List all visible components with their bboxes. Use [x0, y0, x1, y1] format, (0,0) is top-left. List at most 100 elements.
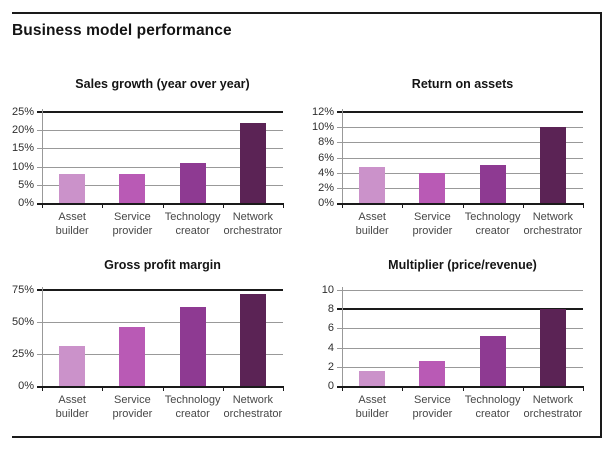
- y-tick-label: 25%: [11, 106, 34, 118]
- x-axis-tick: [402, 386, 403, 391]
- x-axis-multiplier: [337, 386, 583, 388]
- gridline-gross-profit-margin-75: [37, 289, 283, 291]
- y-axis-sales-growth: [42, 109, 43, 203]
- gridline-sales-growth-25: [37, 111, 283, 113]
- chart-title-return-on-assets: Return on assets: [411, 77, 514, 91]
- x-category-label: Service provider: [87, 211, 177, 238]
- x-category-label: Technology creator: [148, 211, 238, 238]
- x-category-label: Technology creator: [448, 211, 538, 238]
- y-tick-label: 20%: [11, 124, 34, 136]
- x-category-label: Network orchestrator: [508, 394, 598, 421]
- x-axis-tick: [102, 203, 103, 208]
- x-category-line: Service: [414, 394, 451, 406]
- bar-return-on-assets-3: [539, 127, 566, 203]
- x-axis-tick: [163, 386, 164, 391]
- y-tick-label: 2%: [318, 182, 334, 194]
- x-axis-tick: [342, 203, 343, 208]
- x-axis-tick: [163, 203, 164, 208]
- gridline-return-on-assets-2: [337, 187, 583, 189]
- x-category-line: Technology: [464, 394, 521, 406]
- x-category-line: builder: [355, 224, 389, 237]
- y-tick-label: 10: [321, 284, 334, 296]
- x-category-line: Service: [414, 211, 451, 223]
- gridline-gross-profit-margin-50: [37, 322, 283, 323]
- y-tick-label: 0%: [18, 380, 34, 392]
- bar-return-on-assets-2: [479, 165, 506, 203]
- gridline-return-on-assets-4: [337, 172, 583, 174]
- x-category-line: orchestrator: [223, 407, 283, 420]
- x-axis-tick: [42, 386, 43, 391]
- bar-gross-profit-margin-1: [119, 327, 146, 386]
- y-tick-label: 0%: [318, 197, 334, 209]
- bar-gross-profit-margin-0: [59, 346, 86, 386]
- x-category-line: provider: [112, 407, 153, 420]
- y-tick-label: 6%: [318, 152, 334, 164]
- gridline-multiplier-4: [337, 347, 583, 349]
- x-axis-tick: [42, 203, 43, 208]
- x-category-line: builder: [55, 224, 89, 237]
- y-tick-label: 0: [327, 380, 334, 392]
- x-category-line: Network: [532, 211, 574, 223]
- chart-title-gross-profit-margin: Gross profit margin: [104, 258, 221, 272]
- x-category-label: Network orchestrator: [208, 394, 298, 421]
- bar-return-on-assets-0: [359, 167, 386, 203]
- y-tick-label: 50%: [11, 316, 34, 328]
- gridline-return-on-assets-6: [337, 157, 583, 159]
- y-tick-label: 12%: [311, 106, 334, 118]
- x-category-line: Service: [114, 211, 151, 223]
- x-axis-sales-growth: [37, 203, 283, 205]
- right-border-rule: [600, 12, 602, 438]
- x-axis-tick: [463, 203, 464, 208]
- y-axis-gross-profit-margin: [42, 287, 43, 386]
- y-tick-label: 6: [327, 322, 334, 334]
- x-axis-tick: [102, 386, 103, 391]
- x-axis-tick: [223, 203, 224, 208]
- x-category-line: Network: [232, 211, 274, 223]
- x-axis-tick: [283, 203, 284, 208]
- x-category-line: Technology: [164, 211, 221, 223]
- y-tick-label: 10%: [311, 121, 334, 133]
- y-tick-label: 2: [327, 361, 334, 373]
- x-category-label: Technology creator: [148, 394, 238, 421]
- y-tick-label: 8: [327, 303, 334, 315]
- y-tick-label: 15%: [11, 142, 34, 154]
- x-category-line: Asset: [58, 394, 86, 406]
- gridline-multiplier-2: [337, 366, 583, 368]
- page-title: Business model performance: [12, 22, 232, 39]
- x-axis-tick: [402, 203, 403, 208]
- gridline-gross-profit-margin-25: [37, 354, 283, 355]
- bar-gross-profit-margin-2: [179, 306, 206, 386]
- x-category-line: orchestrator: [523, 407, 583, 420]
- gridline-multiplier-8: [337, 308, 583, 311]
- x-category-line: Network: [232, 394, 274, 406]
- bottom-rule: [12, 436, 602, 438]
- x-category-line: Technology: [464, 211, 521, 223]
- x-category-label: Asset builder: [327, 394, 417, 421]
- x-category-label: Service provider: [87, 394, 177, 421]
- y-tick-label: 4: [327, 342, 334, 354]
- x-category-line: creator: [175, 224, 210, 237]
- x-axis-tick: [283, 386, 284, 391]
- gridline-sales-growth-20: [37, 130, 283, 132]
- x-axis-tick: [523, 386, 524, 391]
- x-category-label: Service provider: [387, 394, 477, 421]
- y-tick-label: 75%: [11, 284, 34, 296]
- x-category-label: Network orchestrator: [508, 211, 598, 238]
- bar-multiplier-3: [539, 309, 566, 386]
- gridline-multiplier-6: [337, 328, 583, 330]
- bar-multiplier-0: [359, 370, 386, 386]
- x-category-line: builder: [55, 407, 89, 420]
- y-tick-label: 4%: [318, 167, 334, 179]
- chart-title-sales-growth: Sales growth (year over year): [75, 77, 250, 91]
- x-category-line: Asset: [358, 211, 386, 223]
- x-axis-gross-profit-margin: [37, 386, 283, 388]
- bar-sales-growth-0: [59, 173, 86, 203]
- x-category-line: provider: [412, 407, 453, 420]
- x-axis-tick: [583, 203, 584, 208]
- x-category-line: creator: [475, 407, 510, 420]
- x-category-label: Asset builder: [327, 211, 417, 238]
- gridline-return-on-assets-10: [337, 127, 583, 129]
- x-category-line: Technology: [164, 394, 221, 406]
- bar-multiplier-1: [419, 361, 446, 386]
- y-tick-label: 5%: [18, 179, 34, 191]
